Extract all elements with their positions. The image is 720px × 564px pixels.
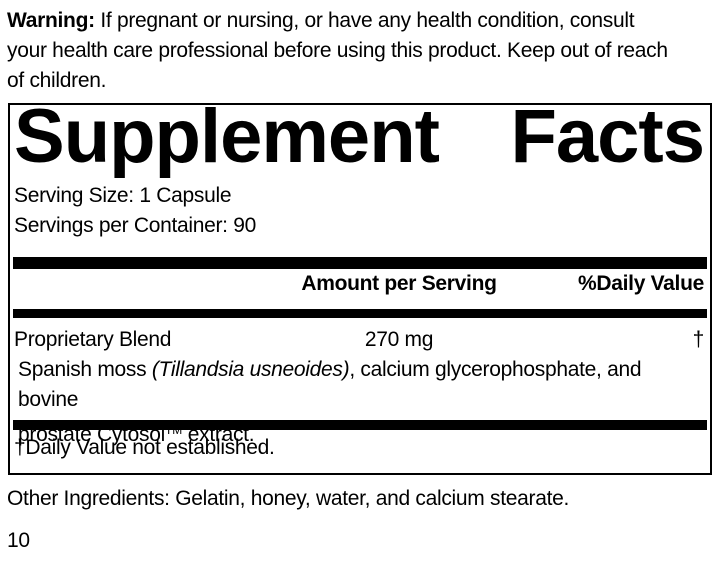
panel-title: Supplement Facts xyxy=(14,94,705,179)
divider-thick-bottom xyxy=(13,420,707,430)
warning-label: Warning: xyxy=(7,9,95,32)
daily-value-footnote: †Daily Value not established. xyxy=(14,436,275,459)
daily-value-header: %Daily Value xyxy=(578,272,704,295)
table-row: Proprietary Blend 270 mg † xyxy=(14,327,706,353)
panel-title-word-left: Supplement xyxy=(14,94,440,179)
other-ingredients: Other Ingredients: Gelatin, honey, water… xyxy=(7,487,570,510)
ingredient-daily-value: † xyxy=(692,328,705,351)
blend-desc-text-2: , calcium glycerophosphate, and bovine p… xyxy=(18,358,642,446)
serving-size: Serving Size: 1 Capsule xyxy=(14,184,232,207)
blend-latin-name: (Tillandsia usneoides) xyxy=(151,358,350,381)
page-number: 10 xyxy=(7,529,30,552)
servings-per-container: Servings per Container: 90 xyxy=(14,214,257,237)
divider-thick-top xyxy=(13,257,707,269)
amount-per-serving-header: Amount per Serving xyxy=(301,272,497,295)
table-header-row: Amount per Serving %Daily Value xyxy=(14,271,706,297)
ingredient-amount: 270 mg xyxy=(364,328,434,351)
warning-text: If pregnant or nursing, or have any heal… xyxy=(7,9,668,92)
panel-title-word-right: Facts xyxy=(510,94,705,179)
ingredient-name: Proprietary Blend xyxy=(14,328,172,351)
blend-desc-text-1: Spanish moss xyxy=(18,358,152,381)
divider-medium xyxy=(13,309,707,318)
supplement-facts-panel: Supplement Facts Serving Size: 1 Capsule… xyxy=(8,94,712,475)
warning-paragraph: Warning: If pregnant or nursing, or have… xyxy=(7,6,718,96)
blend-description: Spanish moss (Tillandsia usneoides), cal… xyxy=(18,355,702,450)
serving-info: Serving Size: 1 Capsule Servings per Con… xyxy=(14,181,256,241)
